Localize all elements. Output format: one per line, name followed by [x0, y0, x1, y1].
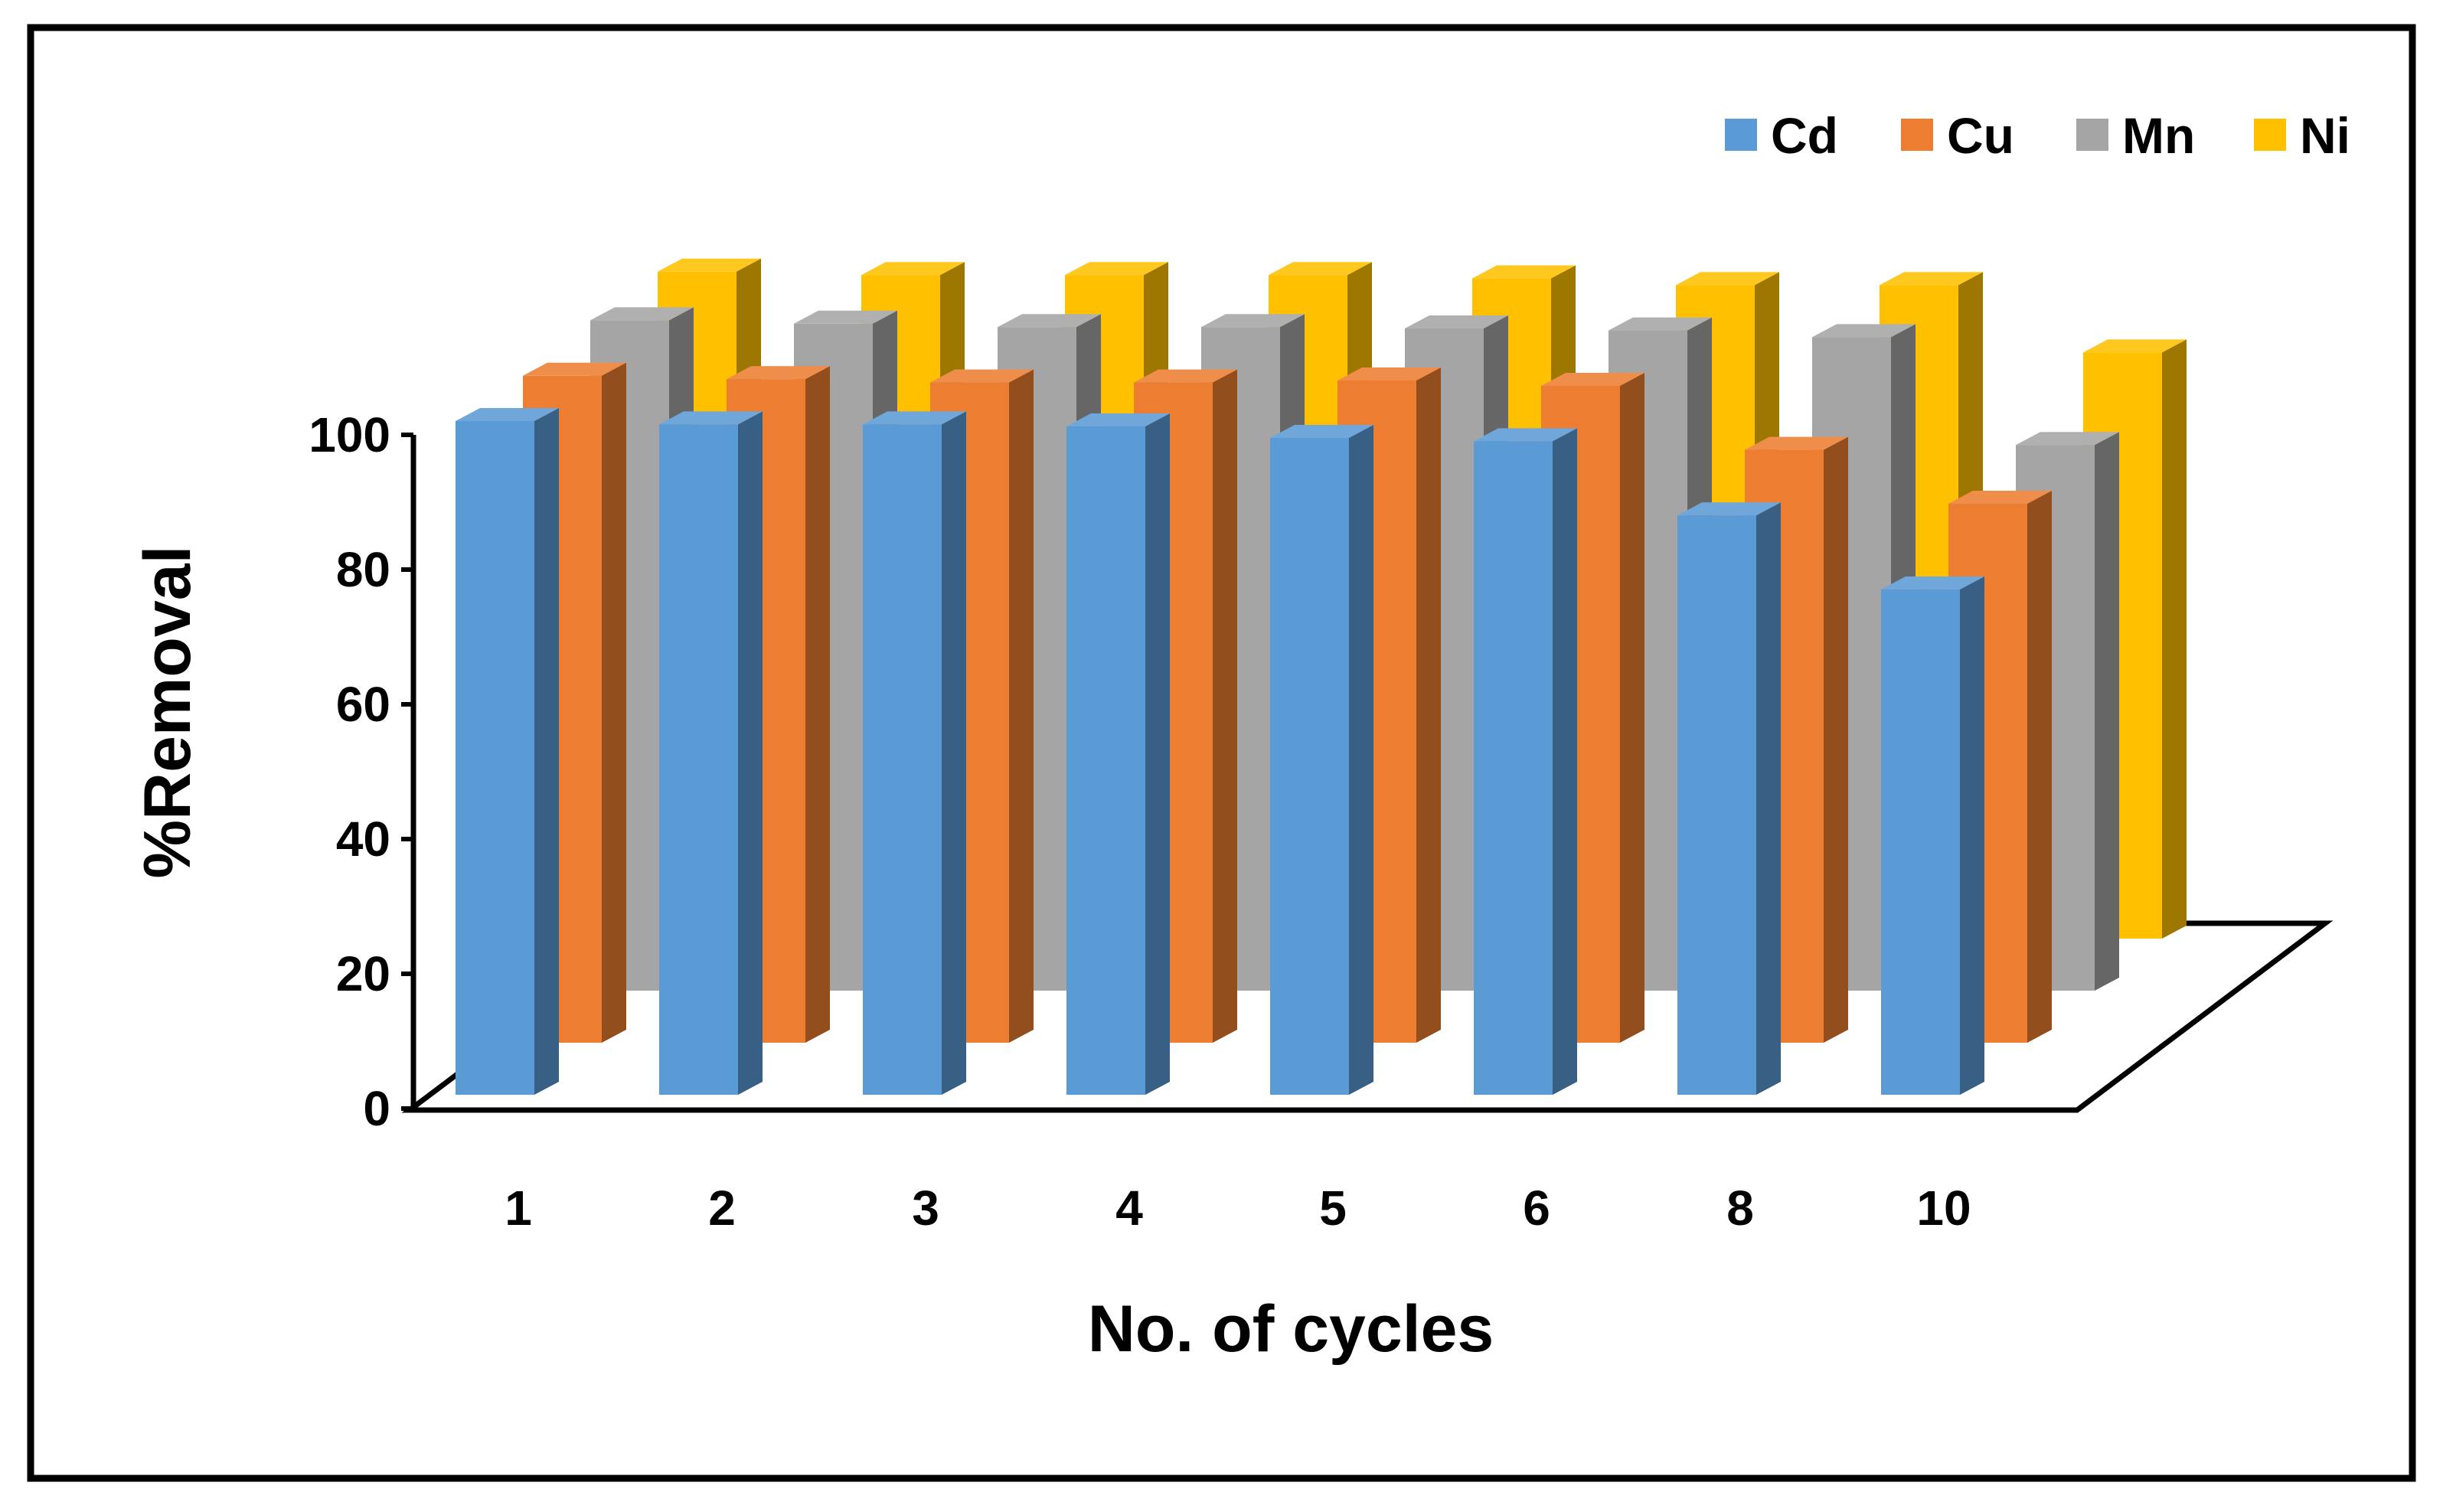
x-tick-label: 3 — [912, 1181, 939, 1236]
x-tick-label: 4 — [1115, 1181, 1143, 1236]
x-tick-label: 2 — [708, 1181, 736, 1236]
bar-cd-cycle-4 — [1066, 413, 1170, 1095]
bar-cd-cycle-5 — [1270, 425, 1373, 1095]
legend-item-cd: Cd — [1725, 107, 1838, 164]
x-tick-label: 6 — [1523, 1181, 1550, 1236]
y-tick-label: 60 — [336, 677, 390, 732]
x-tick-label: 10 — [1916, 1181, 1971, 1236]
bar-cd-cycle-2 — [659, 411, 763, 1095]
legend-swatch — [2254, 119, 2286, 151]
bar-cd-cycle-10 — [1881, 576, 1984, 1095]
legend-item-mn: Mn — [2076, 107, 2195, 164]
bar-cd-cycle-3 — [863, 411, 966, 1095]
y-tick-label: 0 — [363, 1081, 390, 1136]
x-axis-title: No. of cycles — [1088, 1292, 1494, 1366]
y-axis-title: %Removal — [131, 546, 204, 879]
legend-swatch — [1901, 119, 1933, 151]
y-tick-label: 20 — [336, 946, 390, 1001]
y-tick-label: 40 — [336, 812, 390, 867]
bar-cd-cycle-8 — [1677, 502, 1781, 1095]
x-tick-label: 8 — [1726, 1181, 1754, 1236]
legend-item-cu: Cu — [1901, 107, 2014, 164]
bar-cd-cycle-6 — [1474, 428, 1577, 1095]
legend-label: Cd — [1771, 107, 1838, 164]
bar-cd-cycle-1 — [456, 408, 559, 1095]
legend-swatch — [1725, 119, 1757, 151]
x-tick-label: 1 — [505, 1181, 532, 1236]
x-tick-label: 5 — [1319, 1181, 1347, 1236]
series-cd — [456, 408, 1984, 1095]
y-tick-label: 100 — [309, 407, 390, 462]
legend-label: Ni — [2300, 107, 2350, 164]
legend: Cd Cu Mn Ni — [1725, 107, 2350, 164]
legend-label: Cu — [1947, 107, 2014, 164]
legend-item-ni: Ni — [2254, 107, 2350, 164]
legend-swatch — [2076, 119, 2108, 151]
y-tick-label: 80 — [336, 542, 390, 597]
legend-label: Mn — [2122, 107, 2195, 164]
